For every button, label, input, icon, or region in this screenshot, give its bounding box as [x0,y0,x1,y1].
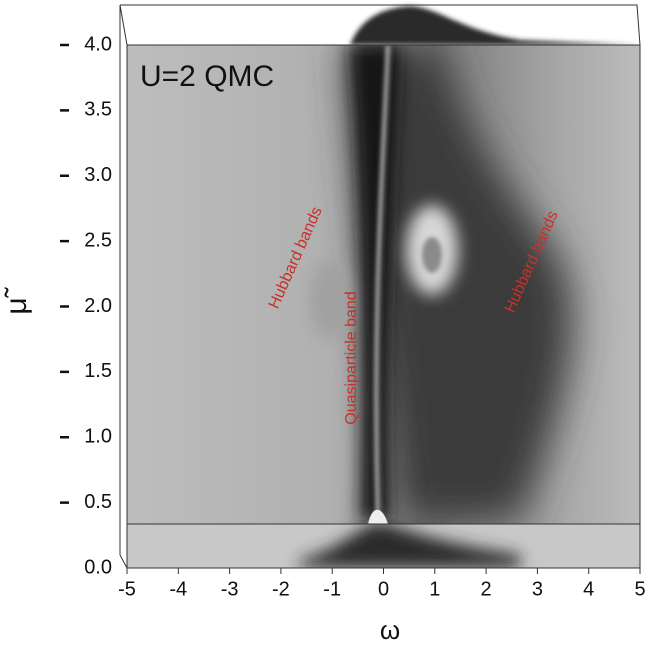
y-tick-label: 0.0 [84,556,112,578]
x-tick-label: 2 [481,578,492,600]
y-tick-label: 2.0 [84,295,112,317]
y-tick-label: 1.5 [84,360,112,382]
y-tick-label: 3.0 [84,164,112,186]
y-axis-label: μ̃ [0,286,33,314]
x-tick-label: 4 [583,578,594,600]
x-tick-label: -4 [169,578,187,600]
y-tick-label: 3.5 [84,99,112,121]
y-tick-label: 0.5 [84,491,112,513]
y-tick-label: 1.0 [84,426,112,448]
x-tick-label: -3 [221,578,239,600]
x-tick-label: -2 [272,578,290,600]
y-tick-label: 4.0 [84,33,112,55]
x-tick-label: -5 [118,578,136,600]
plot-title: U=2 QMC [140,60,274,93]
x-tick-label: 3 [532,578,543,600]
x-tick-label: 1 [429,578,440,600]
x-axis-label: ω [380,615,400,645]
x-tick-label: 0 [378,578,389,600]
annotation: Quasiparticle band [343,291,360,424]
x-tick-label: -1 [323,578,341,600]
chart: U=2 QMC ω μ̃ -5 -4 -3 -2 -1 0 1 2 3 4 5 0.0 0.5 1.0 1.… [0,0,654,647]
y-tick-label: 2.5 [84,229,112,251]
x-tick-label: 5 [634,578,645,600]
